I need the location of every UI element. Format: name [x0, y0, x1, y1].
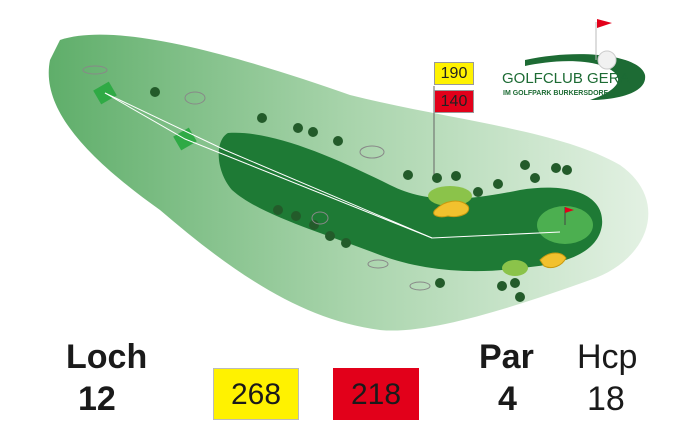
red-marker: 140 [434, 90, 474, 113]
yellow-distance: 268 [213, 368, 299, 420]
rough-patch [502, 260, 528, 276]
play-line [104, 92, 433, 239]
logo-subtitle: IM GOLFPARK BURKERSDORF [503, 90, 608, 97]
hcp-value: 18 [587, 380, 625, 418]
logo-name: GOLFCLUB GERA [502, 70, 630, 87]
bushes [82, 65, 431, 291]
yellow-marker: 190 [434, 62, 474, 85]
red-distance: 218 [333, 368, 419, 420]
bunker [539, 252, 567, 269]
par-label: Par [479, 338, 534, 376]
rough-patch [428, 186, 472, 206]
flag [565, 207, 574, 213]
hcp-label: Hcp [577, 338, 638, 376]
hole-label: Loch [66, 338, 148, 376]
logo-flag [597, 19, 612, 28]
logo-ball [597, 50, 617, 70]
trees [150, 87, 572, 302]
hole-number: 12 [78, 380, 116, 418]
fairway [218, 132, 603, 272]
bunker [433, 200, 470, 218]
par-value: 4 [498, 380, 517, 418]
logo-swoosh [525, 54, 646, 100]
play-line [104, 92, 561, 239]
